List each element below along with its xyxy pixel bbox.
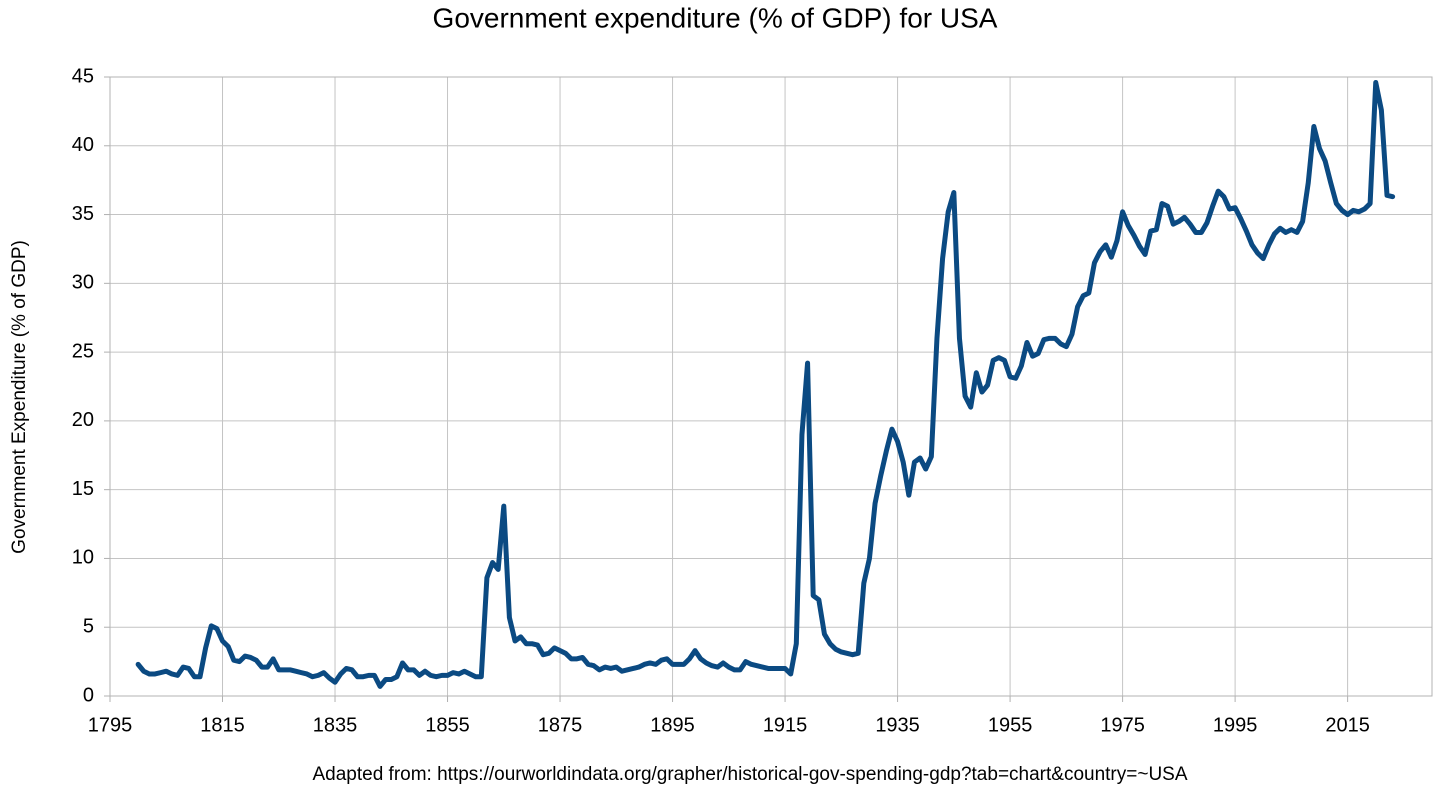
y-tick-label: 35 — [72, 203, 94, 225]
x-tick-label: 1895 — [650, 714, 695, 736]
x-tick-label: 1855 — [425, 714, 470, 736]
x-tick-label: 1955 — [988, 714, 1033, 736]
x-tick-label: 1975 — [1100, 714, 1145, 736]
source-note: Adapted from: https://ourworldindata.org… — [312, 764, 1187, 785]
x-tick-label: 1935 — [875, 714, 920, 736]
x-tick-label: 1795 — [88, 714, 133, 736]
chart-title: Government expenditure (% of GDP) for US… — [433, 2, 998, 33]
y-tick-label: 40 — [72, 134, 94, 156]
y-tick-label: 15 — [72, 478, 94, 500]
x-tick-label: 1995 — [1213, 714, 1258, 736]
x-tick-label: 1835 — [313, 714, 358, 736]
y-tick-label: 25 — [72, 340, 94, 362]
plot-frame — [109, 76, 1433, 697]
x-tick-label: 1915 — [763, 714, 808, 736]
x-tick-label: 2015 — [1325, 714, 1370, 736]
y-tick-label: 30 — [72, 272, 94, 294]
x-tick-label: 1875 — [538, 714, 583, 736]
data-line — [135, 80, 1396, 689]
y-tick-label: 45 — [72, 65, 94, 87]
x-tick-label: 1815 — [200, 714, 245, 736]
y-tick-label: 20 — [72, 409, 94, 431]
y-axis-label: Government Expenditure (% of GDP) — [9, 240, 30, 554]
y-tick-label: 5 — [83, 616, 94, 638]
y-tick-label: 10 — [72, 547, 94, 569]
y-tick-label: 0 — [83, 684, 94, 706]
